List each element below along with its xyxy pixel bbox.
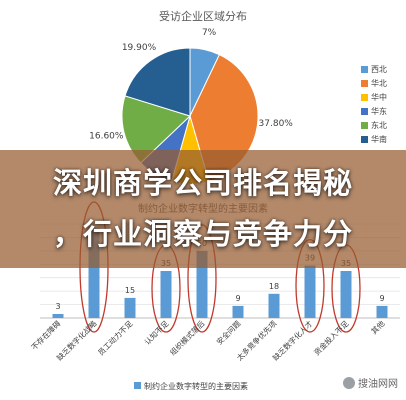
bar-legend-swatch <box>134 382 141 389</box>
bar-组织模式落后 <box>196 250 208 318</box>
pie-data-label: 16.60% <box>89 132 124 142</box>
bar-category-label: 组织模式落后 <box>168 318 207 357</box>
bar-安全问题 <box>232 305 244 318</box>
pie-legend-swatch <box>361 136 368 143</box>
pie-data-label: 7% <box>202 28 217 38</box>
bar-缺乏数字化人才 <box>304 265 316 318</box>
pie-title: 受访企业区域分布 <box>159 9 247 23</box>
pie-legend-swatch <box>361 66 368 73</box>
pie-data-label: 19.90% <box>122 43 157 53</box>
pie-legend-swatch <box>361 122 368 129</box>
watermark-text: 搜油网网 <box>358 379 398 390</box>
bar-员工动力不足 <box>124 297 136 318</box>
bar-缺乏数字化战略 <box>88 228 100 318</box>
pie-legend-swatch <box>361 80 368 87</box>
pie-data-label: 37.80% <box>259 119 294 129</box>
pie-legend-label: 华中 <box>371 92 387 102</box>
bar-category-label: 安全问题 <box>214 318 243 347</box>
bar-data-label: 9 <box>379 294 384 303</box>
bar-data-label: 3 <box>55 302 60 311</box>
bar-认知不足 <box>160 271 172 318</box>
bar-legend-label: 制约企业数字转型的主要因素 <box>144 381 248 391</box>
headline-line-1: 深圳商学公司排名揭秘 <box>52 166 353 200</box>
bar-data-label: 9 <box>235 294 240 303</box>
pie-legend-label: 华南 <box>371 134 387 144</box>
headline-line-2: ，行业洞察与竞争力分 <box>52 217 353 251</box>
pie-legend-swatch <box>361 108 368 115</box>
headline-overlay <box>0 150 406 268</box>
bar-太多竞争优先项 <box>268 293 280 318</box>
bar-category-label: 不存在障碍 <box>29 318 63 352</box>
pie-legend-swatch <box>361 94 368 101</box>
pie-slice-华南 <box>124 47 191 117</box>
pie-legend-label: 东北 <box>371 120 387 130</box>
pie-legend-label: 华北 <box>371 78 387 88</box>
pie-legend-label: 西北 <box>371 65 387 74</box>
watermark: 搜油网网 <box>343 375 398 390</box>
bar-不存在障碍 <box>52 314 64 318</box>
pie-legend-label: 华东 <box>371 106 387 116</box>
wechat-icon <box>343 377 355 389</box>
bar-资金投入不足 <box>340 271 352 318</box>
bar-其他 <box>376 305 388 318</box>
bar-data-label: 15 <box>125 286 135 295</box>
bar-data-label: 18 <box>269 282 279 291</box>
bar-category-label: 其他 <box>369 318 387 336</box>
